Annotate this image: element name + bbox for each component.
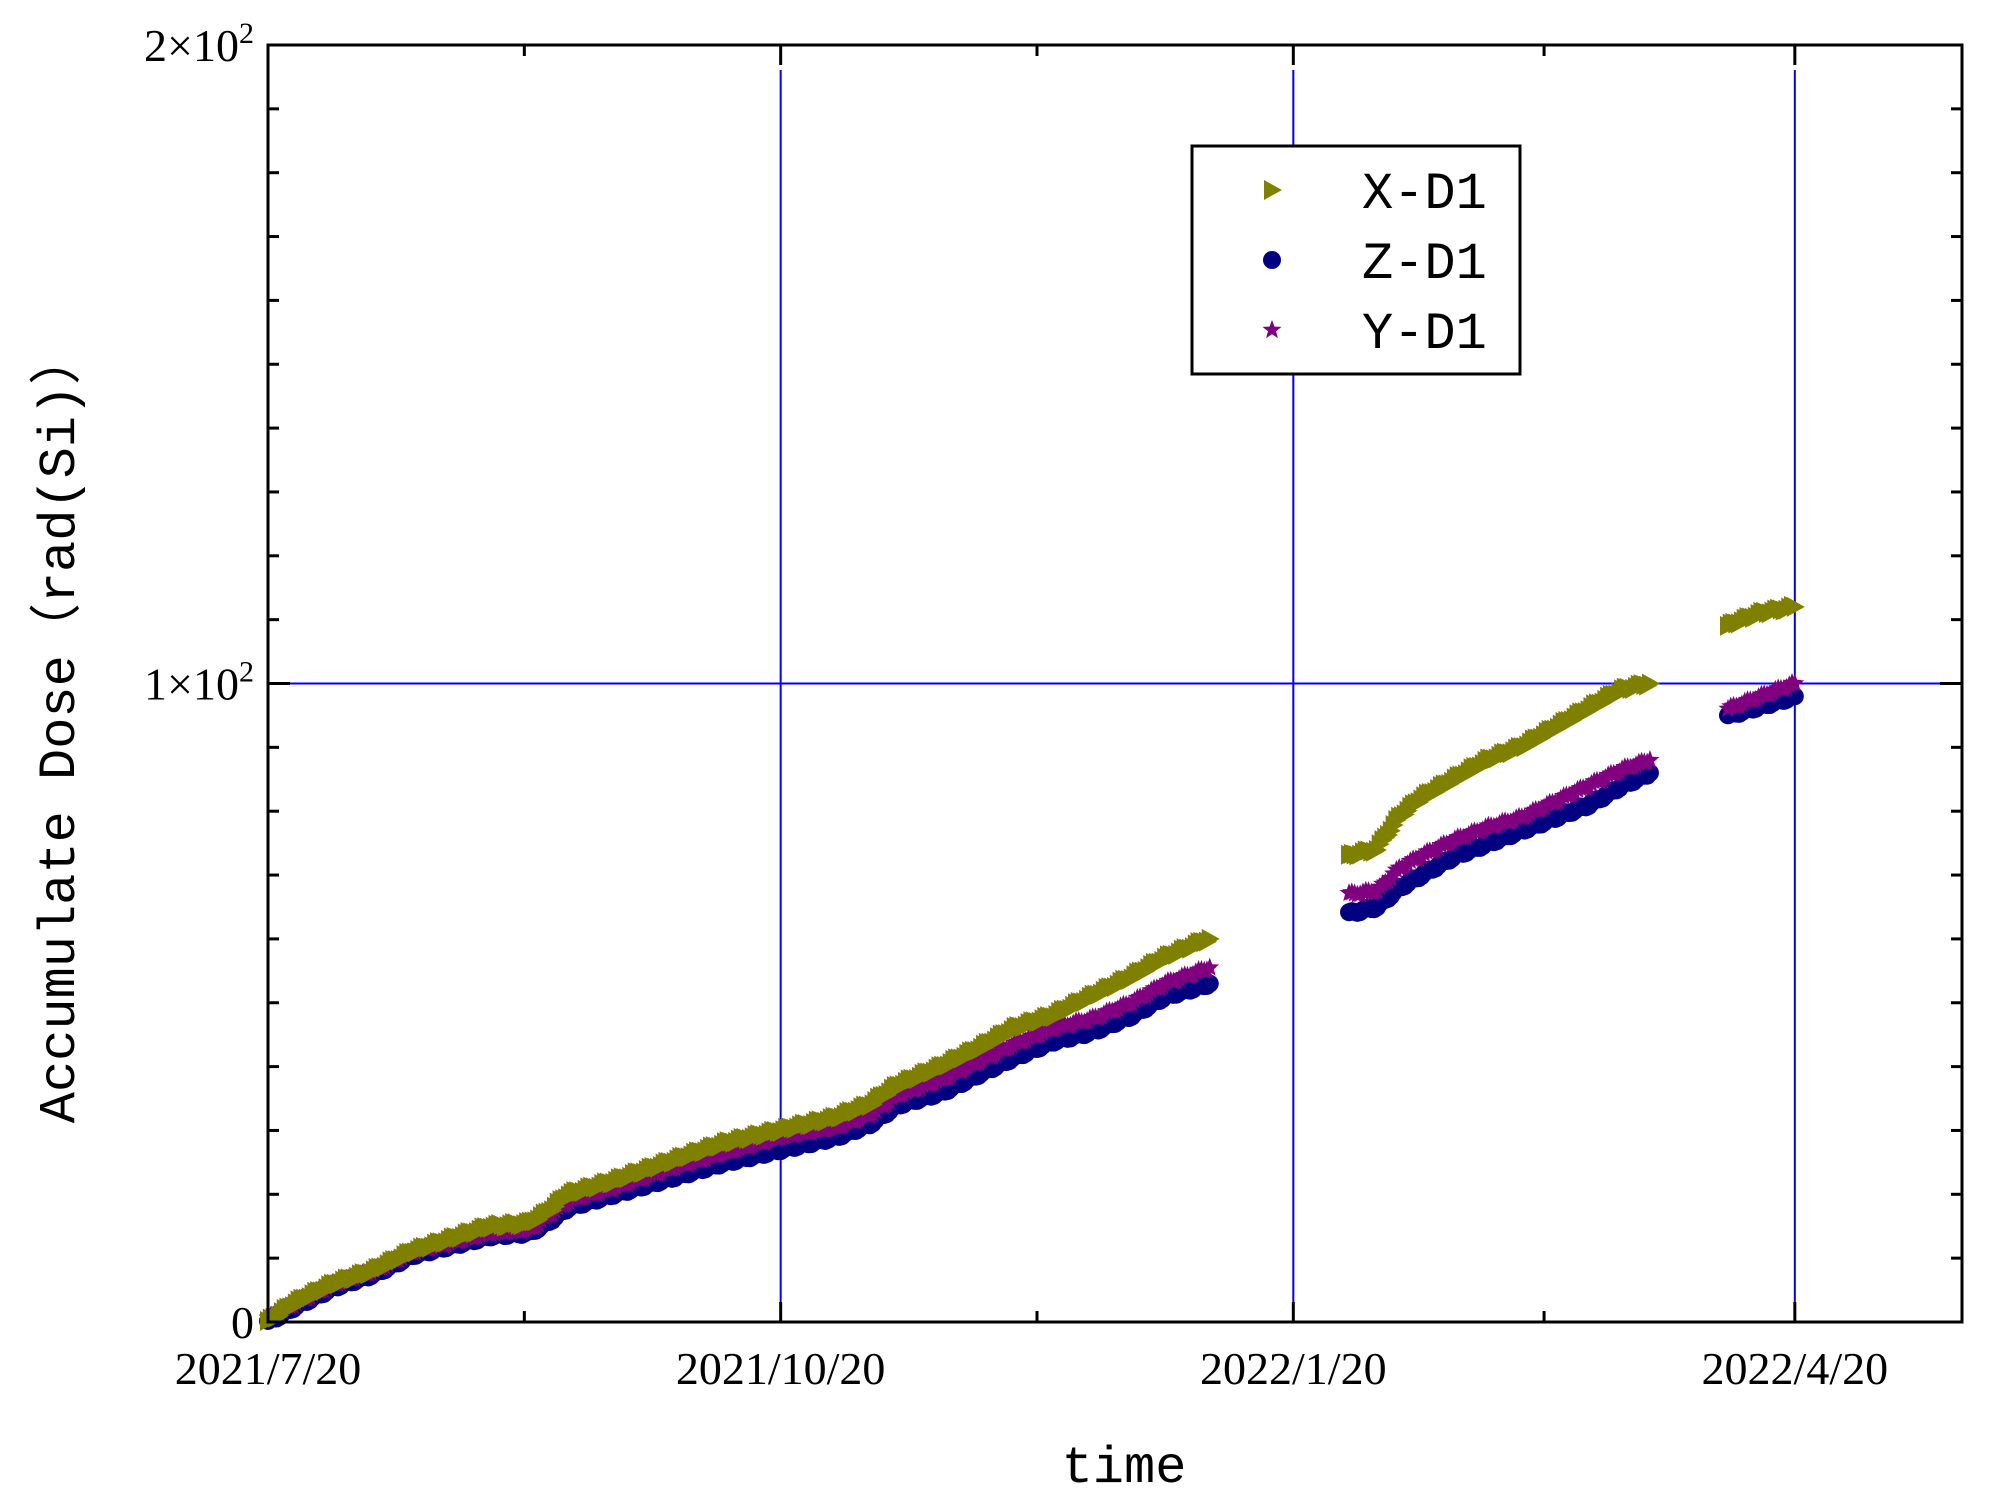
legend-label-x-d1: X-D1 [1362, 165, 1487, 224]
y-tick-label: 0 [231, 1297, 254, 1348]
axes: 2021/7/20 2021/10/20 2022/1/20 2022/4/20 0 1×… [144, 17, 1964, 1394]
x-d1-point [1641, 673, 1660, 694]
x-d1-point [1201, 928, 1220, 949]
z-d1-point [1640, 763, 1659, 782]
axis-labels: time Accumulate Dose（rad(Si)） [29, 333, 1186, 1498]
y-d1-point [1640, 750, 1660, 769]
y-tick-label: 2×102 [144, 17, 254, 71]
y-d1-point [1200, 957, 1220, 976]
legend-label-z-d1: Z-D1 [1362, 235, 1487, 294]
x-tick-label: 2021/7/20 [175, 1343, 362, 1394]
x-axis-label: time [1062, 1439, 1187, 1498]
x-tick-label: 2022/1/20 [1200, 1343, 1387, 1394]
legend-label-y-d1: Y-D1 [1362, 305, 1487, 364]
data-marks [258, 595, 1805, 1331]
x-tick-label: 2022/4/20 [1702, 1343, 1889, 1394]
legend-x-d1-marker [1264, 180, 1282, 200]
y-tick-label: 1×102 [144, 656, 254, 710]
z-d1-point [1200, 974, 1219, 993]
legend-box [1190, 144, 1522, 376]
legend-z-d1-marker [1263, 251, 1281, 269]
legend-y-d1-marker [1262, 320, 1282, 339]
y-d1-point [1785, 673, 1805, 692]
series-x-d1 [260, 595, 1805, 1331]
x-d1-point [1786, 596, 1805, 617]
legend: X-D1 Z-D1 Y-D1 [1190, 144, 1522, 376]
y-axis-label: Accumulate Dose（rad(Si)） [29, 333, 90, 1124]
x-tick-label: 2021/10/20 [676, 1343, 886, 1394]
